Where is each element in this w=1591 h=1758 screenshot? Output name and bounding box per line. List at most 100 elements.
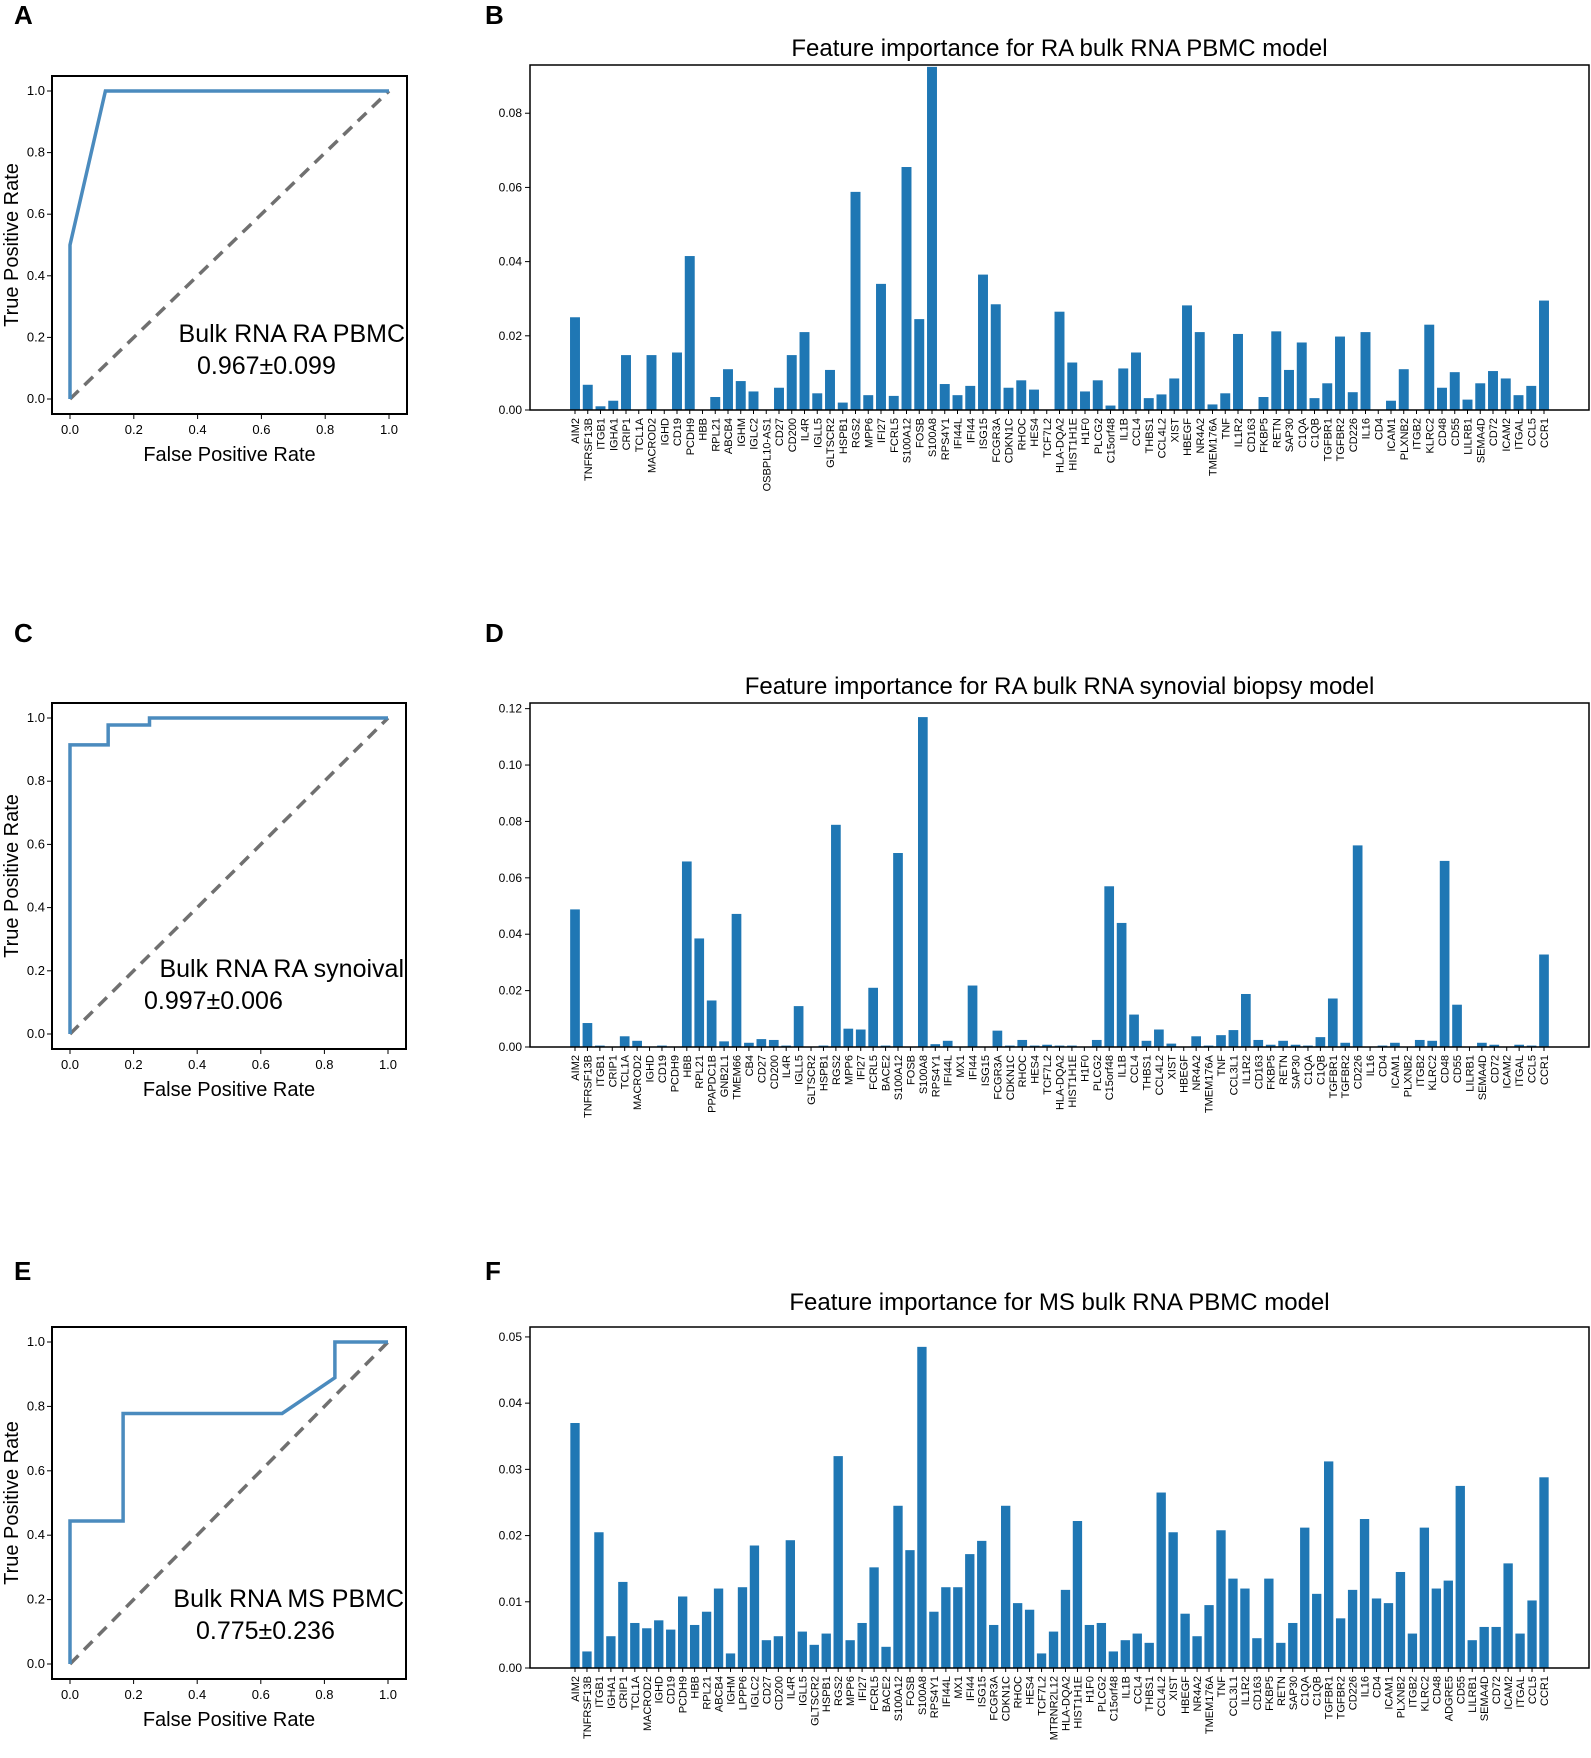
x-tick-label: PLCG2: [1092, 1055, 1104, 1091]
bar-lilrb1: [1467, 1640, 1477, 1668]
x-tick-label: CD19: [666, 1676, 678, 1704]
bar-ifi44l: [952, 395, 963, 410]
panel-letter: D: [485, 618, 504, 648]
bar-fosb: [905, 1550, 915, 1668]
x-tick-label: IL16: [1360, 1676, 1372, 1697]
y-tick-label: 0.00: [499, 1661, 523, 1675]
bar-fcgr3a: [989, 1624, 999, 1668]
bar-hla-dqa2: [1060, 1589, 1071, 1668]
x-tick-label: SAP30: [1288, 1676, 1300, 1710]
x-tick-label: CCL4L2: [1154, 1055, 1166, 1095]
roc-panel-c: C 0.0 0.2 0.4 0.6 0.8 1.0 0.0 0.2 0.4 0.6 0.8 1.0 Bul…: [1, 618, 407, 1101]
bar-s100a8: [918, 717, 928, 1047]
x-tick-label: CD226: [1353, 1055, 1365, 1089]
bar-itgb1: [595, 406, 606, 410]
x-tick-label: CD48: [1431, 1676, 1443, 1704]
x-tick-label: HIST1H1E: [1067, 1055, 1079, 1108]
bar-hes4: [1024, 1609, 1035, 1668]
x-tick-label: CRIP1: [607, 1055, 619, 1087]
x-tick-label: C15orf48: [1108, 1676, 1120, 1721]
bar-iglc2: [749, 1545, 760, 1668]
x-tick-label: SAP30: [1291, 1055, 1303, 1089]
bar-hbb: [681, 861, 692, 1047]
bar-tnfrsf13b: [582, 1651, 592, 1668]
x-tick-label: CD200: [787, 418, 799, 452]
x-tick-label: CCL4: [1131, 418, 1143, 446]
plot-frame: [529, 1326, 1590, 1669]
bar-cd48: [1437, 387, 1447, 410]
panel-letter: C: [14, 618, 33, 648]
bar-xist: [1168, 1532, 1178, 1668]
x-tick-label: FOSB: [914, 418, 926, 448]
bar-rhoc: [1016, 380, 1027, 410]
bar-itgb1: [594, 1532, 604, 1668]
x-tick-label: ICAM1: [1386, 418, 1398, 452]
bar-ccl3l1: [1228, 1030, 1239, 1047]
x-axis-label: False Positive Rate: [143, 1709, 315, 1731]
x-tick-label: TCF7L2: [1037, 1676, 1049, 1716]
x-tick-label: ITGAL: [1514, 418, 1526, 450]
bar-tnf: [1220, 393, 1231, 410]
bar-tgfbr1: [1327, 998, 1338, 1047]
y-tick-label: 0.8: [27, 145, 45, 160]
bar-mpp6: [843, 1028, 854, 1047]
x-tick-label: RHOC: [1016, 418, 1028, 450]
bar-cd55: [1455, 1485, 1465, 1668]
bar-cd55: [1452, 1004, 1462, 1047]
bar-sap30: [1288, 1622, 1298, 1668]
x-tick-label: TCF7L2: [1042, 1055, 1054, 1095]
x-tick-label: SEMA4D: [1479, 1676, 1491, 1721]
bar-fkbp5: [1265, 1044, 1276, 1047]
x-tick-label: CD200: [769, 1055, 781, 1089]
x-tick-label: ITGAL: [1515, 1676, 1527, 1708]
x-tick-label: AIM2: [570, 1055, 582, 1081]
bar-sap30: [1284, 369, 1294, 410]
bar-fkbp5: [1258, 397, 1269, 410]
bar-tgfbr2: [1335, 1618, 1346, 1668]
bar-sap30: [1290, 1044, 1301, 1047]
x-tick-label: RGS2: [831, 1055, 843, 1085]
bar-tmem176a: [1204, 1605, 1214, 1668]
bar-nr4a2: [1192, 1636, 1202, 1668]
bar-ccr1: [1539, 954, 1549, 1047]
bar-fcrl5: [869, 1567, 879, 1668]
bar-cd72: [1491, 1626, 1501, 1668]
bar-aim2: [570, 317, 580, 410]
x-tick-label: BACE2: [881, 1055, 893, 1091]
roc-panel-a: A 0.0 0.2 0.4 0.6 0.8 1.0 0.0 0.2 0.4 0.6 0.8 1.0 Bul…: [1, 0, 408, 466]
x-tick-label: 0.2: [125, 422, 143, 437]
x-tick-label: RPS4Y1: [940, 418, 952, 460]
panel-letter: B: [485, 0, 504, 30]
x-tick-label: HBEGF: [1180, 1676, 1192, 1714]
roc-curve: [68, 716, 388, 1034]
x-tick-label: CD48: [1437, 418, 1449, 446]
y-tick-label: 0.4: [27, 900, 45, 915]
x-tick-label: TGFBR2: [1335, 418, 1347, 461]
bar-s100a12: [893, 1505, 903, 1668]
plot-frame: [529, 702, 1590, 1048]
y-tick-label: 0.02: [499, 1529, 523, 1543]
x-tick-label: BACE2: [881, 1676, 893, 1712]
x-tick-label: IFI44: [965, 1676, 977, 1701]
y-tick-label: 0.03: [499, 1462, 523, 1476]
x-tick-label: 0.6: [252, 422, 270, 437]
x-tick-label: LILRB1: [1467, 1676, 1479, 1713]
x-tick-label: RPL21: [710, 418, 722, 452]
x-tick-label: ITGB1: [596, 418, 608, 450]
panel-letter: F: [485, 1256, 501, 1286]
bar-itgb2: [1407, 1633, 1418, 1668]
x-tick-label: ITGAL: [1514, 1055, 1526, 1087]
x-tick-label: ISG15: [980, 1055, 992, 1086]
bar-cd19: [666, 1629, 676, 1668]
x-tick-label: TCL1A: [620, 1054, 632, 1089]
x-tick-label: IFI44L: [953, 418, 965, 449]
bar-fcgr3a: [992, 1030, 1003, 1047]
x-tick-label: ISG15: [977, 1676, 989, 1707]
x-tick-label: RHOC: [1017, 1055, 1029, 1087]
bar-ifi27: [857, 1622, 867, 1668]
bar-macrod2: [646, 355, 657, 410]
annotation-auc: 0.967±0.099: [197, 352, 336, 380]
x-tick-label: CD163: [1246, 418, 1258, 452]
x-tick-label: CD72: [1488, 418, 1500, 446]
annotation-label: Bulk RNA RA synoival: [159, 955, 404, 983]
